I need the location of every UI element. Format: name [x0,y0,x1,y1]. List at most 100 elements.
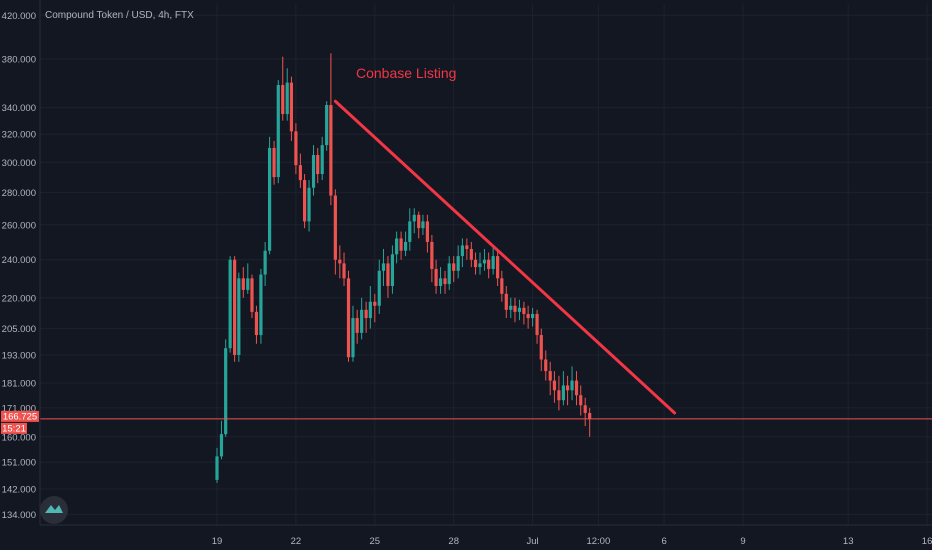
y-tick-label: 320.000 [2,130,36,141]
candle-body [254,311,259,336]
candle-body [522,307,526,314]
candle-body [460,245,464,257]
candle-body [360,309,364,333]
candle-body [377,270,381,306]
candle-body [250,278,254,312]
candle-body [548,371,552,381]
candle-body [276,85,280,178]
candle-body [496,256,500,279]
candle-body [447,263,451,285]
candle-body [224,348,228,435]
y-tick-label: 280.000 [2,188,36,199]
candle-body [364,309,368,319]
candle-body [526,313,530,319]
last-price-tag [1,410,39,422]
candle-body [333,195,337,260]
candle-body [241,278,245,290]
y-tick-label: 420.000 [2,11,36,22]
y-tick-label: 151.000 [2,458,36,469]
candle-body [320,145,324,175]
candle-body [408,221,412,242]
y-tick-label: 193.000 [2,350,36,361]
candle-body [233,259,237,355]
y-tick-label: 220.000 [2,293,36,304]
last-price-value: 166.725 [3,411,37,422]
candle-body [302,180,307,222]
y-tick-label: 260.000 [2,220,36,231]
candle-body [329,105,333,196]
candle-body [443,278,447,285]
x-tick-label: 22 [291,536,302,547]
candle-body [417,214,421,229]
candle-body [574,380,579,396]
y-tick-label: 240.000 [2,255,36,266]
candle-body [478,263,482,268]
candle-body [430,241,434,269]
x-tick-label: 13 [843,536,854,547]
x-tick-label: 6 [661,536,666,547]
y-tick-label: 205.000 [2,324,36,335]
y-tick-label: 134.000 [2,510,36,521]
y-tick-label: 171.000 [2,403,36,414]
candle-body [509,305,513,310]
y-tick-label: 300.000 [2,158,36,169]
candle-body [263,250,267,275]
candle-body [544,359,548,372]
candle-body [425,221,429,242]
y-tick-label: 340.000 [2,103,36,114]
candle-body [517,307,522,312]
candle-body [373,301,377,306]
candle-body [325,105,329,146]
grid-lines [40,4,932,525]
x-tick-label: 16 [922,536,932,547]
candle-body [355,318,359,333]
candle-body [311,155,316,188]
y-tick-label: 160.000 [2,432,36,443]
candle-body [465,245,469,249]
candle-body [395,238,399,255]
candle-body [561,385,565,401]
candle-body [219,434,224,457]
candle-body [570,380,574,391]
candle-body [434,268,438,286]
candle-body [298,165,302,181]
candle-body [539,335,543,360]
candle-body [259,274,263,336]
candle-body [272,147,276,178]
trendline-layer [40,99,932,420]
candle-body [500,278,504,294]
chart-title: Compound Token / USD, 4h, FTX [45,10,194,21]
candle-body [412,214,416,222]
candle-body [403,241,408,251]
candle-body [482,259,487,264]
candle-body [565,385,570,391]
candle-body [438,278,443,286]
candle-body [583,405,587,413]
candle-body [399,238,403,251]
candle-body [215,456,219,480]
candle-body [531,313,535,319]
candle-body [307,187,311,222]
candle-body [513,305,517,312]
countdown-tag [1,422,27,434]
trend-line [333,99,677,415]
y-tick-label: 380.000 [2,55,36,66]
annotation-label: Conbase Listing [356,65,456,81]
candle-body [246,278,250,290]
candle-body [487,259,491,269]
candle-body [228,259,232,349]
candle-body [473,259,478,268]
candle-body [504,293,508,310]
candle-body [491,256,495,269]
candle-body [285,82,289,115]
candle-body [351,318,355,358]
candle-body [342,263,346,279]
y-tick-label: 142.000 [2,485,36,496]
candle-body [316,155,320,175]
x-tick-label: 12:00 [586,536,610,547]
candle-body [346,278,351,358]
candle-body [338,259,342,264]
